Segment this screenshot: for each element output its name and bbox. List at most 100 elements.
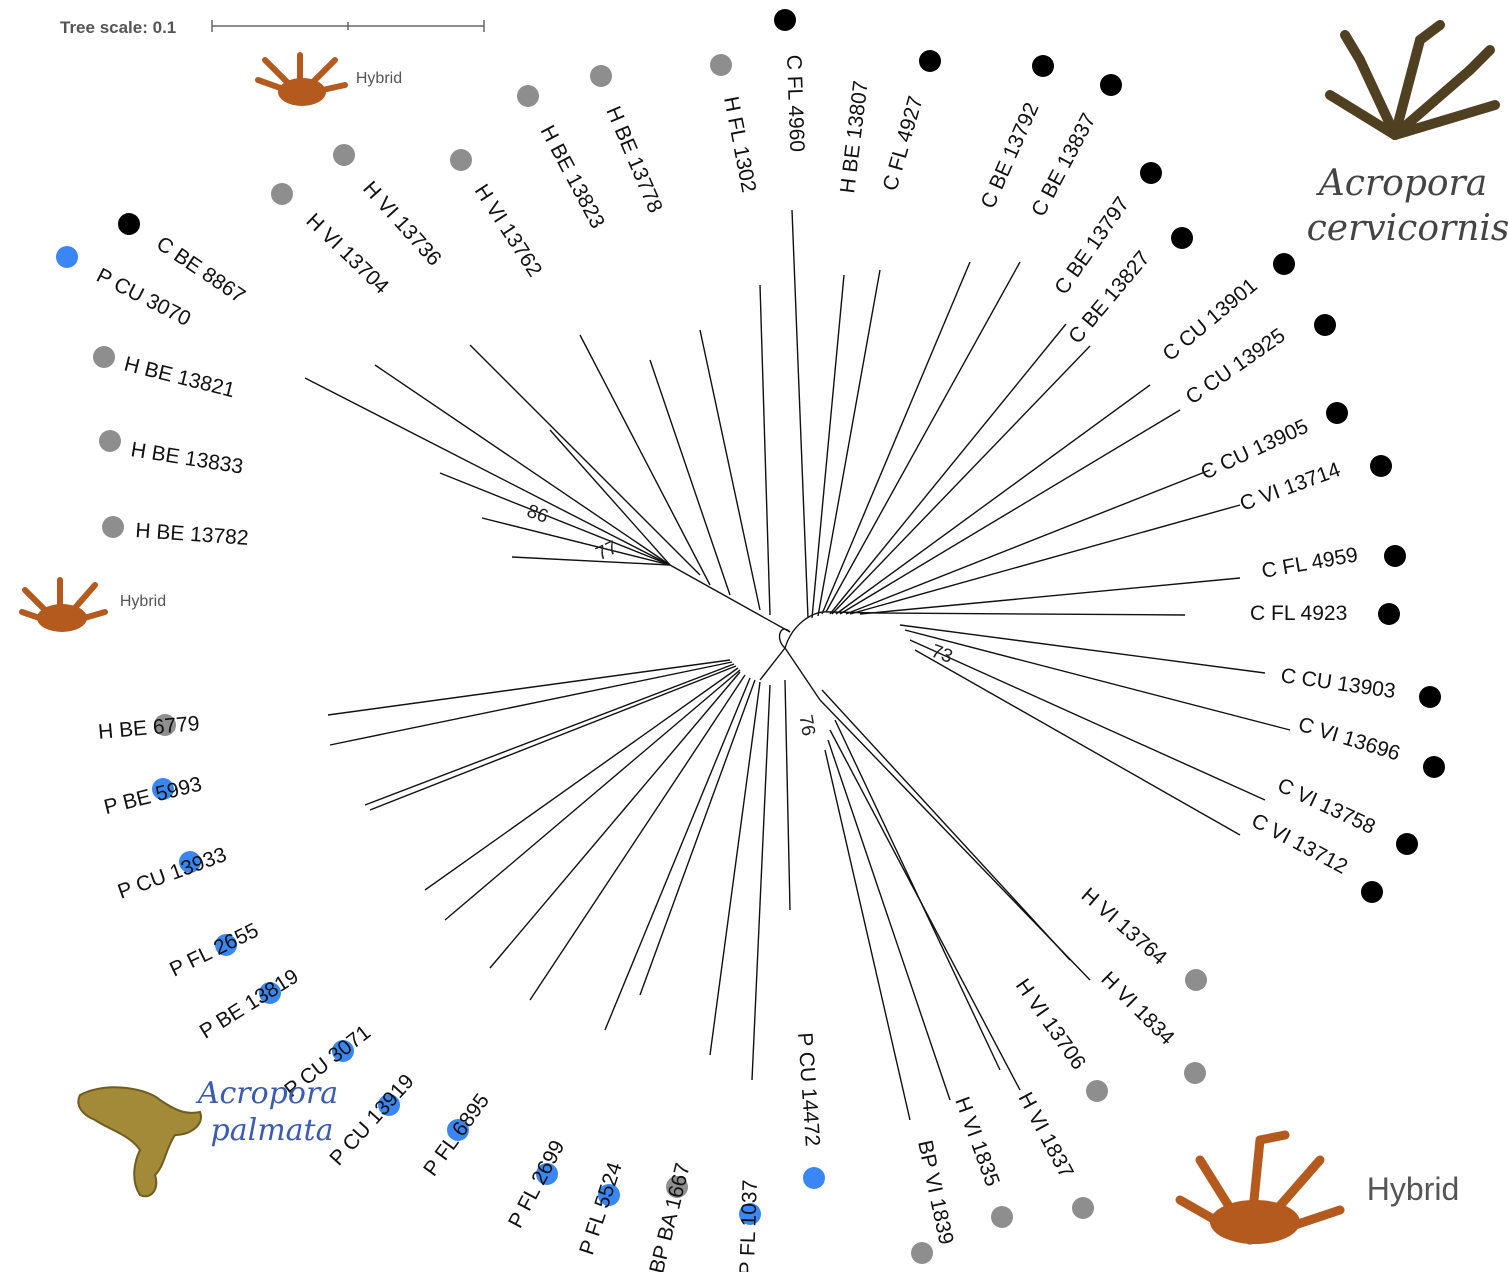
leaf-branch <box>327 659 731 716</box>
taxon-label: P CU 13919 <box>325 1070 418 1170</box>
leaf-branch <box>364 663 735 806</box>
taxon-label: P CU 3070 <box>93 264 195 331</box>
taxon-marker <box>215 934 237 956</box>
leaf-branch <box>639 679 756 996</box>
taxon-marker <box>1100 74 1122 96</box>
hybrid-coral-illustration-top <box>255 52 348 106</box>
leaf-branch <box>827 739 951 1101</box>
taxon-label: H VI 13764 <box>1077 883 1172 970</box>
taxon-label: H VI 13706 <box>1011 975 1090 1074</box>
palmata-genus: Acropora <box>195 1076 338 1111</box>
taxon-label: P CU 13933 <box>115 843 230 904</box>
taxon-label: C FL 4960 <box>782 54 808 152</box>
leaf-branch <box>649 359 731 596</box>
taxon-marker <box>118 213 140 235</box>
taxon-marker <box>666 1176 688 1198</box>
taxon-marker <box>1184 1062 1206 1084</box>
taxon-label: P FL 6895 <box>419 1089 494 1180</box>
taxon-label: C BE 13837 <box>1027 110 1100 221</box>
leaf-branches <box>304 209 1291 1121</box>
taxon-label: BP VI 1839 <box>913 1138 958 1246</box>
taxon-marker <box>152 778 174 800</box>
taxon-label: H BE 13821 <box>122 353 237 403</box>
taxon-marker <box>259 982 281 1004</box>
leaf-branch <box>604 677 751 1031</box>
leaf-branch <box>784 679 791 911</box>
taxon-marker <box>332 1040 354 1062</box>
taxon-marker <box>56 246 78 268</box>
taxon-marker <box>154 714 176 736</box>
leaf-branch <box>811 274 845 619</box>
taxon-marker <box>1086 1080 1108 1102</box>
taxon-label: BP BA 1667 <box>645 1161 695 1272</box>
taxon-marker <box>447 1119 469 1141</box>
taxon-label: H VI 1837 <box>1014 1089 1078 1182</box>
taxon-marker <box>911 1242 933 1264</box>
leaf-branch <box>424 667 739 891</box>
taxon-label: P BE 5993 <box>102 773 205 820</box>
taxon-label: H VI 1835 <box>950 1094 1004 1190</box>
leaf-branch <box>369 665 737 811</box>
leaf-branch <box>791 209 809 619</box>
taxon-marker <box>1171 227 1193 249</box>
leaf-branch <box>849 504 1241 615</box>
leaf-branch <box>469 344 701 576</box>
taxon-marker <box>450 149 472 171</box>
taxon-marker <box>1185 969 1207 991</box>
taxon-label: H BE 6779 <box>97 712 200 744</box>
taxon-label: P BE 13819 <box>196 965 303 1044</box>
taxon-marker <box>919 50 941 72</box>
leaf-branch <box>831 345 1091 615</box>
leaf-branch <box>824 749 911 1121</box>
taxon-marker <box>102 516 124 538</box>
leaf-branch <box>579 334 711 586</box>
leaf-branch <box>904 629 1291 731</box>
taxon-marker <box>1396 833 1418 855</box>
taxon-marker <box>93 346 115 368</box>
taxon-marker <box>1378 603 1400 625</box>
leaf-branch <box>481 517 671 566</box>
taxon-label: H VI 13704 <box>302 209 394 299</box>
palmata-species: palmata <box>211 1113 334 1148</box>
leaf-branch <box>845 469 1211 615</box>
tree-scale-label: Tree scale: 0.1 <box>60 18 176 37</box>
leaf-branch <box>821 261 971 615</box>
leaf-branch <box>909 639 1266 801</box>
internal-branches <box>669 564 881 701</box>
leaf-branch <box>329 661 733 746</box>
taxon-label: H BE 13823 <box>536 122 609 233</box>
bootstrap-value: 76 <box>794 713 818 737</box>
leaf-markers <box>56 9 1445 1264</box>
taxon-marker <box>179 851 201 873</box>
cervicornis-species: cervicornis <box>1307 208 1508 249</box>
taxon-label: P CU 14472 <box>793 1032 824 1147</box>
leaf-branch <box>374 364 671 566</box>
leaf-branch <box>821 689 1071 961</box>
taxon-marker <box>598 1184 620 1206</box>
taxon-marker <box>774 9 796 31</box>
leaf-branch <box>444 669 741 921</box>
taxon-label: C FL 4959 <box>1260 543 1360 583</box>
leaf-branch <box>835 384 1151 615</box>
taxon-marker <box>517 85 539 107</box>
leaf-branch <box>511 556 671 566</box>
leaf-branch <box>839 409 1181 615</box>
taxon-marker <box>1384 545 1406 567</box>
hybrid-coral-illustration-large <box>1175 1130 1345 1245</box>
bootstrap-value: 86 <box>524 501 551 528</box>
taxon-label: P FL 5524 <box>575 1159 627 1257</box>
taxon-marker <box>271 183 293 205</box>
taxon-label: C VI 13714 <box>1237 458 1344 516</box>
taxon-marker <box>1072 1197 1094 1219</box>
taxon-label: H VI 13762 <box>470 180 547 281</box>
taxon-marker <box>1361 881 1383 903</box>
cervicornis-genus: Acropora <box>1316 163 1487 204</box>
leaf-branch <box>859 577 1241 615</box>
hybrid-label-top: Hybrid <box>356 70 402 87</box>
taxon-label: H BE 13807 <box>836 79 873 194</box>
leaf-branch <box>829 729 1021 1091</box>
taxon-marker <box>1370 455 1392 477</box>
taxon-marker <box>536 1163 558 1185</box>
